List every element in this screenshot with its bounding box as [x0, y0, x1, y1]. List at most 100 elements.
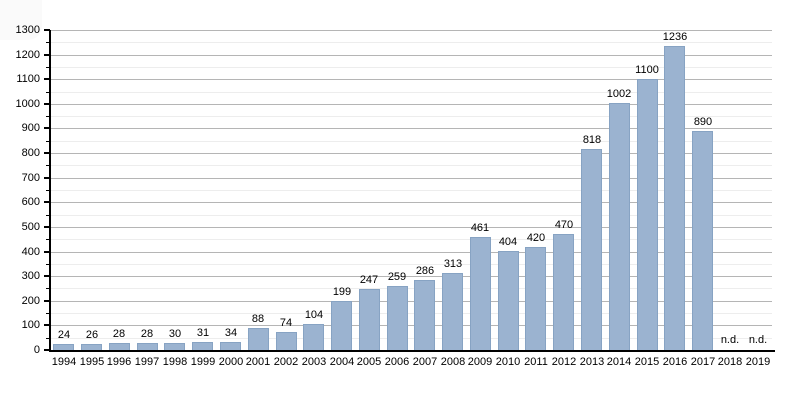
x-tick-label: 2005 — [356, 356, 382, 368]
y-axis-minor-tick — [46, 92, 50, 93]
y-tick-label: 200 — [21, 295, 40, 307]
x-tick-label: 1996 — [106, 356, 132, 368]
y-axis — [49, 30, 51, 350]
x-tick-label: 1995 — [79, 356, 105, 368]
x-tick-label: 2014 — [606, 356, 632, 368]
bar — [525, 247, 546, 350]
gridline-minor — [50, 165, 772, 166]
gridline-minor — [50, 264, 772, 265]
gridline-minor — [50, 239, 772, 240]
bar-value-label: 104 — [304, 309, 324, 321]
y-tick-label: 600 — [21, 196, 40, 208]
bar-value-label: 24 — [57, 329, 71, 341]
gridline-major — [50, 55, 772, 56]
bar — [553, 234, 574, 350]
bar-value-label: 199 — [332, 286, 352, 298]
y-axis-minor-tick — [46, 165, 50, 166]
bar-value-label: 1100 — [635, 64, 659, 76]
bar-value-label: 74 — [279, 317, 293, 329]
y-axis-tick — [44, 201, 50, 203]
bar — [164, 343, 185, 350]
x-tick-label: 2017 — [690, 356, 716, 368]
x-tick-label: 2011 — [524, 356, 548, 368]
y-axis-tick — [44, 226, 50, 228]
gridline-minor — [50, 141, 772, 142]
x-tick-label: 2004 — [329, 356, 355, 368]
gridline-major — [50, 153, 772, 154]
bar-value-label: 31 — [196, 327, 210, 339]
gridline-minor — [50, 288, 772, 289]
bar-value-label: 1002 — [606, 88, 632, 100]
no-data-label: n.d. — [720, 334, 740, 346]
y-axis-minor-tick — [46, 67, 50, 68]
x-tick-label: 2006 — [384, 356, 410, 368]
y-tick-label: 1000 — [15, 98, 40, 110]
x-tick-label: 2018 — [717, 356, 743, 368]
bar-value-label: 28 — [112, 328, 126, 340]
bar-value-label: 28 — [140, 328, 154, 340]
corner-highlight — [0, 0, 42, 40]
y-axis-tick — [44, 275, 50, 277]
y-axis-minor-tick — [46, 264, 50, 265]
y-axis-minor-tick — [46, 239, 50, 240]
y-axis-minor-tick — [46, 116, 50, 117]
gridline-major — [50, 325, 772, 326]
x-tick-label: 2002 — [273, 356, 299, 368]
x-tick-label: 2000 — [218, 356, 244, 368]
y-axis-minor-tick — [46, 141, 50, 142]
bar-value-label: 247 — [359, 274, 379, 286]
x-tick-label: 1994 — [51, 356, 77, 368]
y-axis-minor-tick — [46, 215, 50, 216]
bar — [692, 131, 713, 350]
gridline-minor — [50, 338, 772, 339]
y-axis-tick — [44, 251, 50, 253]
bar-value-label: 818 — [582, 134, 602, 146]
gridline-major — [50, 202, 772, 203]
bar-value-label: 890 — [693, 116, 713, 128]
x-tick-label: 2001 — [245, 356, 271, 368]
y-tick-label: 800 — [21, 147, 40, 159]
bar-value-label: 34 — [224, 327, 238, 339]
gridline-minor — [50, 190, 772, 191]
gridline-minor — [50, 42, 772, 43]
x-tick-label: 1998 — [162, 356, 188, 368]
y-axis-tick — [44, 349, 50, 351]
y-axis-minor-tick — [46, 313, 50, 314]
bar-value-label: 313 — [443, 258, 463, 270]
gridline-minor — [50, 313, 772, 314]
bar — [637, 79, 658, 350]
bar — [442, 273, 463, 350]
y-tick-label: 700 — [21, 172, 40, 184]
bar — [387, 286, 408, 350]
bar-value-label: 470 — [554, 219, 574, 231]
y-tick-label: 500 — [21, 221, 40, 233]
x-tick-label: 2019 — [745, 356, 771, 368]
y-axis-minor-tick — [46, 288, 50, 289]
bar — [359, 289, 380, 350]
gridline-major — [50, 104, 772, 105]
y-tick-label: 900 — [21, 122, 40, 134]
y-axis-minor-tick — [46, 338, 50, 339]
y-axis-minor-tick — [46, 42, 50, 43]
bar-value-label: 461 — [470, 222, 490, 234]
bar — [109, 343, 130, 350]
bar-value-label: 1236 — [662, 31, 688, 43]
bar-value-label: 420 — [526, 232, 546, 244]
gridline-major — [50, 128, 772, 129]
bar — [609, 103, 630, 350]
gridline-major — [50, 227, 772, 228]
bar — [81, 344, 102, 350]
y-axis-tick — [44, 78, 50, 80]
y-tick-label: 100 — [21, 319, 40, 331]
x-tick-label: 2007 — [412, 356, 438, 368]
bar-value-label: 88 — [251, 313, 265, 325]
bar — [248, 328, 269, 350]
x-tick-label: 1999 — [190, 356, 216, 368]
bar — [137, 343, 158, 350]
bar — [470, 237, 491, 350]
gridline-major — [50, 79, 772, 80]
y-axis-tick — [44, 324, 50, 326]
y-axis-minor-tick — [46, 190, 50, 191]
bar — [664, 46, 685, 350]
